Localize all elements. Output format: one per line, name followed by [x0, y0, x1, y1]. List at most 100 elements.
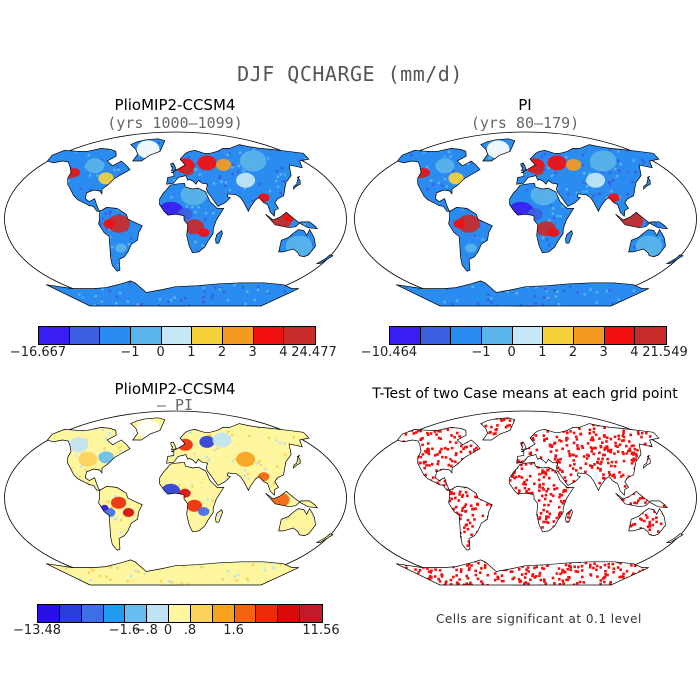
- colorbar-cell: [635, 327, 666, 344]
- coastline-africa: [159, 461, 225, 533]
- colorbar-difference-labels: −13.48 −1.6 −.8 0 .8 1.6 11.56: [13, 623, 340, 641]
- map-panel-qcharge-pi: [354, 131, 697, 307]
- colorbar-cell: [39, 327, 70, 344]
- colorbar-tick-label: 0: [163, 623, 173, 638]
- coastline-madagascar: [215, 508, 223, 523]
- colorbar-tick-label: −.8: [134, 623, 158, 638]
- map-panel-difference: [4, 410, 347, 586]
- coastline-north-america: [46, 148, 131, 212]
- coastline-japan: [642, 175, 651, 190]
- coastline-antarctica: [396, 559, 649, 586]
- significance-note: Cells are significant at 0.1 level: [436, 612, 642, 626]
- colorbar-cell: [38, 605, 60, 622]
- colorbar-cell: [169, 605, 191, 622]
- coastline-uk: [170, 162, 177, 172]
- coastline-greenland: [130, 417, 166, 441]
- coastline-africa: [509, 182, 575, 254]
- colorbar-cell: [103, 605, 126, 622]
- colorbar-cell: [190, 605, 213, 622]
- coastline-newzealand: [315, 533, 334, 543]
- colorbar-tick-label: −13.48: [12, 623, 62, 638]
- coastline-eurasia: [166, 423, 310, 496]
- coastline-north-america: [46, 427, 131, 491]
- colorbar-cell: [100, 327, 131, 344]
- colorbar-tick-label: 1: [187, 345, 196, 360]
- colorbar-tick-label: 2: [568, 345, 578, 360]
- colorbar-cell: [604, 327, 636, 344]
- coastline-south-america: [98, 486, 143, 551]
- colorbar-cell: [147, 605, 170, 622]
- coastline-greenland: [480, 417, 516, 441]
- colorbar-cell: [300, 605, 322, 622]
- colorbar-cell: [81, 605, 104, 622]
- coastline-newzealand: [315, 254, 334, 264]
- panel-bl-title: PlioMIP2-CCSM4: [114, 380, 236, 398]
- panel-tl-subtitle: (yrs 1000–1099): [107, 114, 243, 132]
- colorbar-cell: [481, 327, 513, 344]
- coastline-indonesia: [615, 211, 669, 230]
- colorbar-tick-label: 21.549: [642, 345, 688, 360]
- colorbar-tick-label: −1: [471, 345, 491, 360]
- colorbar-tick-label: 1.6: [223, 623, 244, 638]
- coastline-africa: [159, 182, 225, 254]
- coastline-australia: [628, 507, 666, 537]
- colorbar-cell: [278, 605, 301, 622]
- coastline-australia: [628, 228, 666, 258]
- panel-tr-title: PI: [518, 96, 532, 114]
- colorbar-cell: [130, 327, 162, 344]
- coastline-eurasia: [166, 144, 310, 217]
- colorbar-cell: [125, 605, 148, 622]
- coastline-indonesia: [265, 211, 319, 230]
- coastline-madagascar: [565, 229, 573, 244]
- colorbar-cell: [573, 327, 605, 344]
- colorbar-cell: [59, 605, 82, 622]
- coastline-africa: [509, 461, 575, 533]
- coastline-madagascar: [565, 508, 573, 523]
- coastline-japan: [292, 454, 301, 469]
- coastline-japan: [292, 175, 301, 190]
- colorbar-tick-label: 3: [599, 345, 608, 360]
- coastline-north-america: [396, 427, 481, 491]
- colorbar-tick-label: 2: [217, 345, 227, 360]
- colorbar-cell: [253, 327, 285, 344]
- coastline-greenland: [480, 138, 516, 162]
- coastline-indonesia: [265, 490, 319, 509]
- colorbar-cell: [256, 605, 279, 622]
- coastline-uk: [520, 162, 527, 172]
- coastline-eurasia: [516, 423, 660, 496]
- colorbar-tick-label: 3: [248, 345, 257, 360]
- colorbar-tick-label: .8: [183, 623, 197, 638]
- coastline-uk: [520, 441, 527, 451]
- colorbar-cell: [234, 605, 257, 622]
- panel-tr-subtitle: (yrs 80–179): [470, 114, 580, 132]
- colorbar-tick-label: 0: [507, 345, 516, 360]
- colorbar-qcharge-plio: [38, 326, 316, 345]
- colorbar-cell: [284, 327, 315, 344]
- colorbar-tick-label: −1.6: [108, 623, 141, 638]
- colorbar-difference: [37, 604, 323, 623]
- colorbar-cell: [451, 327, 482, 344]
- colorbar-cell: [420, 327, 452, 344]
- colorbar-qcharge-pi: [389, 326, 667, 345]
- colorbar-cell: [161, 327, 193, 344]
- colorbar-cell: [222, 327, 254, 344]
- colorbar-cell: [69, 327, 101, 344]
- colorbar-tick-label: 24.477: [291, 345, 337, 360]
- colorbar-cell: [192, 327, 223, 344]
- figure-title: DJF QCHARGE (mm/d): [237, 62, 463, 86]
- map-panel-qcharge-plio: [4, 131, 347, 307]
- coastline-antarctica: [396, 280, 649, 307]
- coastline-uk: [170, 441, 177, 451]
- coastline-japan: [642, 454, 651, 469]
- coastline-indonesia: [615, 490, 669, 509]
- map-panel-ttest: [354, 410, 697, 586]
- colorbar-cell: [390, 327, 421, 344]
- coastline-antarctica: [46, 559, 299, 586]
- colorbar-cell: [212, 605, 235, 622]
- colorbar-tick-label: −1: [120, 345, 140, 360]
- coastline-eurasia: [516, 144, 660, 217]
- colorbar-tick-label: 4: [630, 345, 639, 360]
- colorbar-cell: [512, 327, 544, 344]
- colorbar-tick-label: −10.464: [360, 345, 418, 360]
- colorbar-qcharge-pi-labels: −10.464 −1 0 1 2 3 4 21.549: [361, 345, 688, 363]
